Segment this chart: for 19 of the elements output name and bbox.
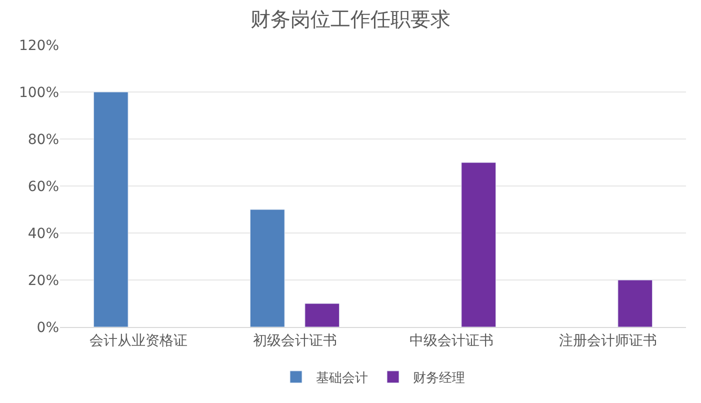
y-tick-label: 120% xyxy=(18,38,59,54)
bar xyxy=(250,209,285,327)
legend-label: 基础会计 xyxy=(316,370,368,386)
chart-title: 财务岗位工作任职要求 xyxy=(250,7,450,32)
legend-label: 财务经理 xyxy=(413,370,465,386)
y-tick-label: 60% xyxy=(28,178,59,195)
x-tick-label: 初级会计证书 xyxy=(252,332,337,349)
bar xyxy=(618,280,653,327)
x-tick-label: 中级会计证书 xyxy=(409,332,494,349)
y-tick-label: 80% xyxy=(28,132,59,148)
bar xyxy=(304,303,340,327)
y-tick-label: 40% xyxy=(28,226,59,242)
x-tick-label: 注册会计师证书 xyxy=(558,332,657,349)
bar xyxy=(461,162,496,327)
y-tick-label: 100% xyxy=(18,84,59,101)
y-tick-label: 20% xyxy=(28,272,59,289)
y-tick-label: 0% xyxy=(36,320,59,336)
x-tick-label: 会计从业资格证 xyxy=(89,332,188,349)
bar xyxy=(93,92,128,327)
